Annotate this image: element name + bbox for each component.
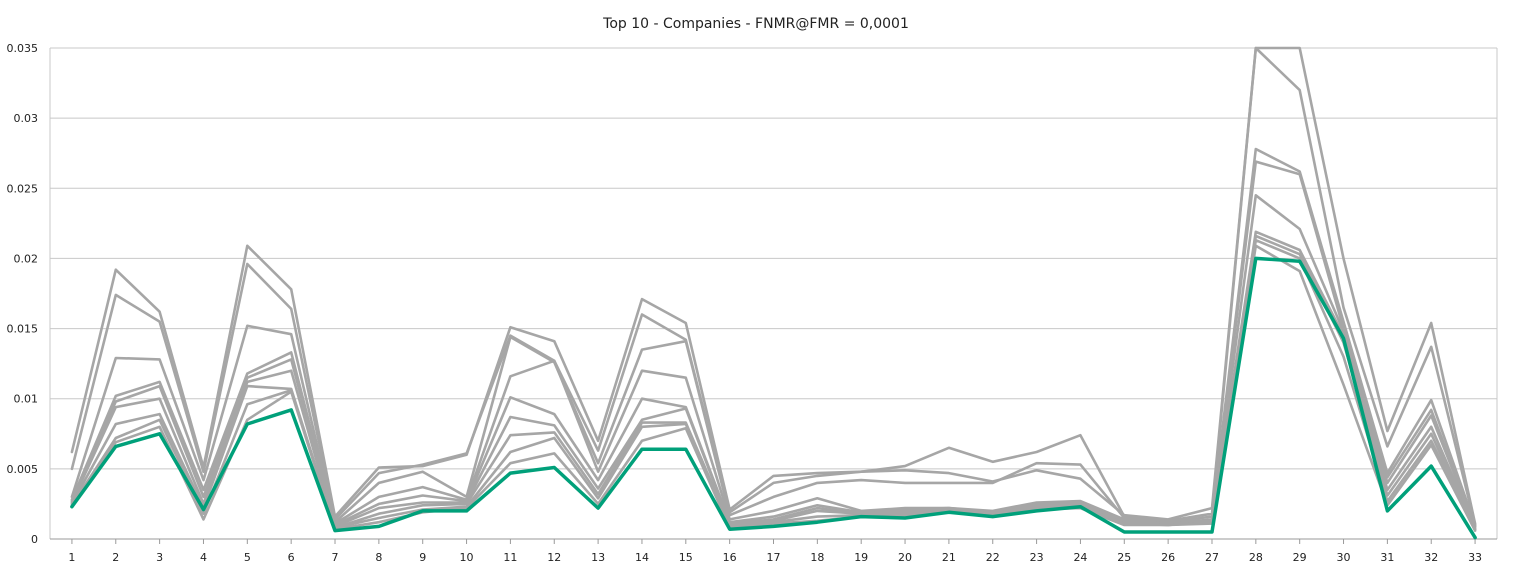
x-axis-tick-labels: 1 2 3 4 5 6 7 8 9 10 11 12 13 14 15 16 17 18 19 20 21 22 23 24 2… [68,551,1482,564]
x-tick-label: 12 [547,551,561,564]
x-tick-label: 11 [503,551,517,564]
x-tick-label: 13 [591,551,605,564]
x-tick-label: 22 [986,551,1000,564]
x-tick-label: 17 [767,551,781,564]
y-tick-label: 0.015 [7,323,39,336]
y-tick-label: 0.03 [14,112,39,125]
y-tick-label: 0.02 [14,252,39,265]
x-tick-label: 21 [942,551,956,564]
y-tick-label: 0 [31,533,38,546]
x-tick-label: 7 [332,551,339,564]
y-tick-label: 0.005 [7,463,39,476]
series-line [70,160,1477,528]
x-tick-label: 19 [854,551,868,564]
x-tick-label: 30 [1337,551,1351,564]
x-tick-label: 9 [419,551,426,564]
x-tick-label: 20 [898,551,912,564]
x-tick-label: 27 [1205,551,1219,564]
x-tick-label: 6 [288,551,295,564]
x-tick-label: 33 [1468,551,1482,564]
x-tick-label: 31 [1380,551,1394,564]
x-tick-label: 10 [460,551,474,564]
x-tick-label: 8 [375,551,382,564]
y-axis-tick-labels: 0 0.005 0.01 0.015 0.02 0.025 0.03 0.035 [7,42,39,546]
x-tick-label: 28 [1249,551,1263,564]
x-tick-label: 1 [68,551,75,564]
series-line [70,46,1477,527]
series-line [70,244,1477,532]
series-lines [70,46,1477,540]
x-tick-label: 23 [1030,551,1044,564]
series-line [70,194,1477,528]
y-tick-label: 0.01 [14,393,39,406]
y-tick-label: 0.035 [7,42,39,55]
x-tick-label: 18 [810,551,824,564]
x-tick-label: 29 [1293,551,1307,564]
x-tick-label: 25 [1117,551,1131,564]
series-line-highlight [70,256,1477,540]
chart-title: Top 10 - Companies - FNMR@FMR = 0,0001 [602,16,909,32]
x-tick-label: 2 [112,551,119,564]
x-tick-label: 24 [1073,551,1087,564]
x-tick-label: 32 [1424,551,1438,564]
y-tick-label: 0.025 [7,182,39,195]
x-tick-label: 3 [156,551,163,564]
series-line [70,46,1477,525]
x-tick-label: 16 [723,551,737,564]
x-tick-label: 15 [679,551,693,564]
x-tick-label: 14 [635,551,649,564]
x-tick-label: 5 [244,551,251,564]
axes [49,47,1498,544]
x-tick-label: 26 [1161,551,1175,564]
series-line [70,238,1477,531]
x-tick-label: 4 [200,551,207,564]
